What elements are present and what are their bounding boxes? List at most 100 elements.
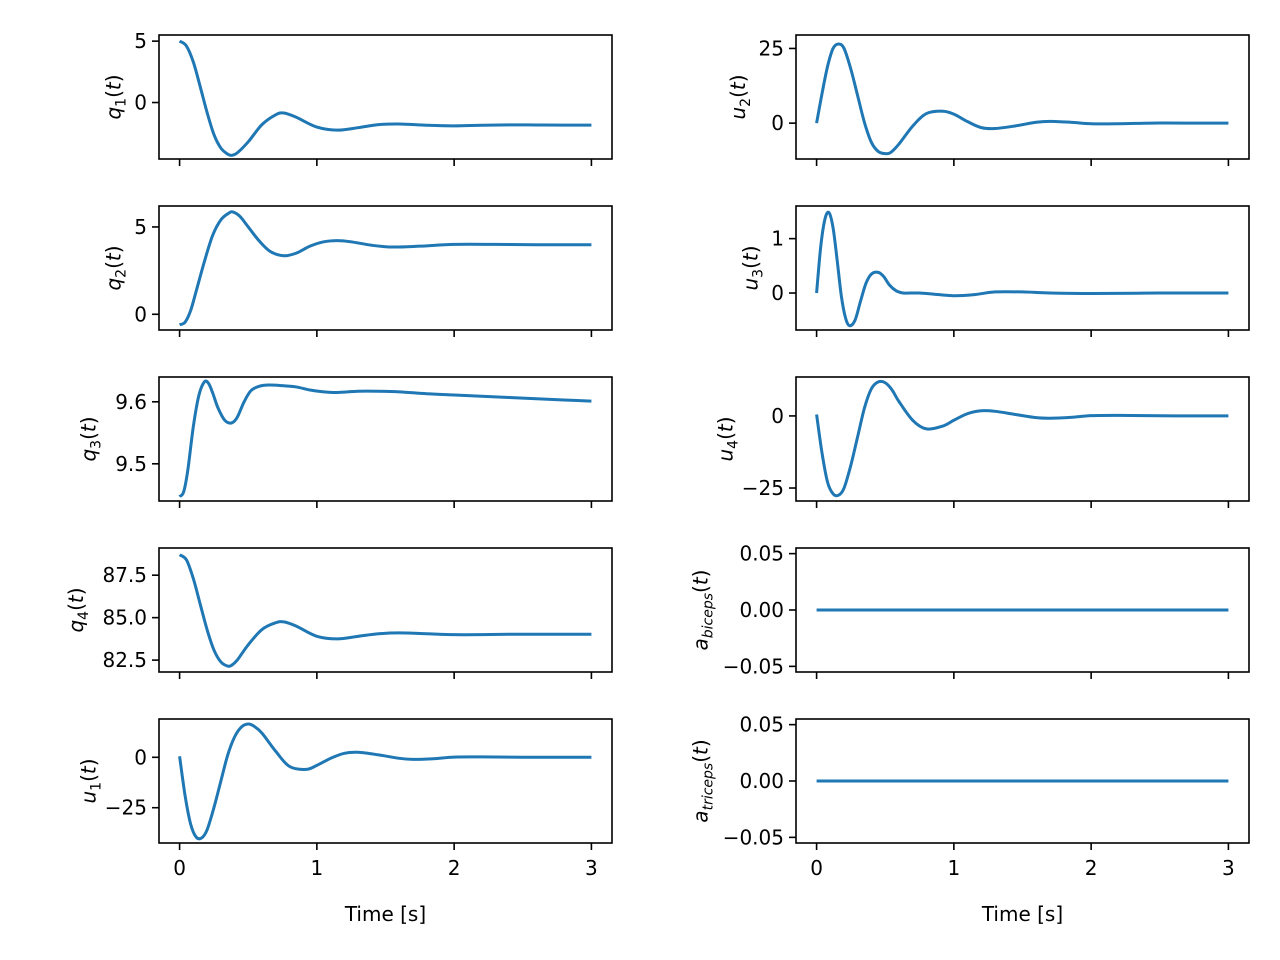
y-tick-label: −25: [742, 476, 784, 500]
y-tick-label: 9.6: [115, 390, 147, 414]
y-tick-label: 0.00: [739, 598, 784, 622]
y-label-t: t: [739, 252, 763, 261]
y-tick-label: −25: [105, 796, 147, 820]
y-tick-label: 85.0: [102, 606, 147, 630]
y-label-suffix: (: [689, 755, 713, 763]
series-line-q2: [178, 210, 592, 327]
y-label-suffix: (: [64, 603, 88, 611]
y-tick-label: 0.05: [739, 542, 784, 566]
y-label-base: a: [689, 810, 713, 822]
y-tick-label: 87.5: [102, 563, 147, 587]
y-axis-label-u2: u2(t): [726, 74, 754, 119]
x-axis-label-u1: Time [s]: [344, 902, 426, 926]
y-label-close: ): [689, 569, 713, 577]
y-tick-label: 5: [134, 215, 147, 239]
y-axis-label-u3: u3(t): [739, 245, 767, 290]
y-label-close: ): [726, 74, 750, 82]
y-axis-label-a_triceps: atriceps(t): [689, 739, 717, 822]
series-line-u1: [178, 722, 592, 841]
y-tick-label: 82.5: [102, 648, 147, 672]
y-axis-label-q3: q3(t): [77, 416, 105, 461]
x-tick-label: 2: [448, 856, 461, 880]
y-label-base: a: [689, 638, 713, 650]
y-axis-label-u4: u4(t): [714, 416, 742, 461]
y-label-subscript: 4: [76, 611, 92, 620]
y-tick-label: 9.5: [115, 452, 147, 476]
y-tick-label: 0: [134, 91, 147, 115]
y-label-subscript: 1: [89, 782, 105, 791]
y-label-close: ): [77, 416, 101, 424]
y-tick-label: 0.05: [739, 713, 784, 737]
y-label-t: t: [726, 81, 750, 90]
y-label-suffix: (: [714, 432, 738, 440]
y-tick-label: −0.05: [723, 825, 784, 849]
subplot-q3: 9.6 9.5 q3(t): [77, 376, 613, 508]
subplot-u3: 1 0u3(t): [739, 205, 1250, 337]
x-tick-label: 2: [1085, 856, 1098, 880]
y-label-t: t: [714, 423, 738, 432]
y-tick-label: 0: [771, 281, 784, 305]
axes-frame-q3: [158, 376, 613, 502]
subplot-q2: 5 0q2(t): [102, 205, 613, 337]
y-label-close: ): [739, 245, 763, 253]
y-tick-label: −0.05: [723, 654, 784, 678]
y-label-subscript: triceps: [701, 763, 717, 811]
axes-frame-u1: [158, 718, 613, 844]
series-line-q4: [178, 553, 592, 668]
axes-frame-u3: [795, 205, 1250, 331]
axes-frame-u2: [795, 34, 1250, 160]
y-tick-label: 1: [771, 227, 784, 251]
y-tick-label: 25: [759, 36, 784, 60]
y-tick-label: 0: [134, 745, 147, 769]
y-label-close: ): [64, 587, 88, 595]
series-line-u3: [815, 210, 1229, 328]
y-label-base: q: [102, 278, 126, 291]
y-label-suffix: (: [77, 432, 101, 440]
x-tick-label: 3: [1222, 856, 1235, 880]
y-label-close: ): [689, 739, 713, 747]
y-label-subscript: 4: [726, 440, 742, 449]
subplot-q1: 5 0q1(t): [102, 29, 613, 166]
y-label-suffix: (: [102, 90, 126, 98]
y-label-suffix: (: [739, 261, 763, 269]
y-tick-label: 0: [771, 404, 784, 428]
y-label-t: t: [64, 594, 88, 603]
x-tick-label: 1: [947, 856, 960, 880]
y-label-subscript: 1: [114, 98, 130, 107]
y-label-suffix: (: [726, 90, 750, 98]
y-label-base: q: [77, 449, 101, 462]
y-axis-label-q1: q1(t): [102, 74, 130, 119]
y-label-t: t: [102, 252, 126, 261]
y-axis-label-a_biceps: abiceps(t): [689, 569, 717, 650]
y-label-close: ): [102, 245, 126, 253]
y-label-suffix: (: [77, 774, 101, 782]
y-axis-label-q2: q2(t): [102, 245, 130, 290]
y-label-base: u: [739, 278, 763, 291]
x-tick-label: 3: [585, 856, 598, 880]
y-label-subscript: 2: [738, 98, 754, 107]
y-label-subscript: 3: [89, 440, 105, 449]
series-line-u4: [815, 379, 1229, 498]
x-tick-label: 0: [173, 856, 186, 880]
y-label-t: t: [689, 576, 713, 585]
y-tick-label: 0: [134, 302, 147, 326]
y-tick-label: 0.00: [739, 769, 784, 793]
y-label-close: ): [714, 416, 738, 424]
y-label-t: t: [102, 81, 126, 90]
x-axis-label-a_triceps: Time [s]: [981, 902, 1063, 926]
axes-frame-u4: [795, 376, 1250, 502]
y-tick-label: 5: [134, 29, 147, 53]
axes-frame-q1: [158, 34, 613, 160]
y-label-subscript: 3: [751, 269, 767, 278]
y-tick-label: 0: [771, 111, 784, 135]
x-tick-label: 0: [810, 856, 823, 880]
series-line-q1: [178, 39, 592, 157]
y-label-close: ): [77, 758, 101, 766]
y-label-suffix: (: [689, 585, 713, 593]
